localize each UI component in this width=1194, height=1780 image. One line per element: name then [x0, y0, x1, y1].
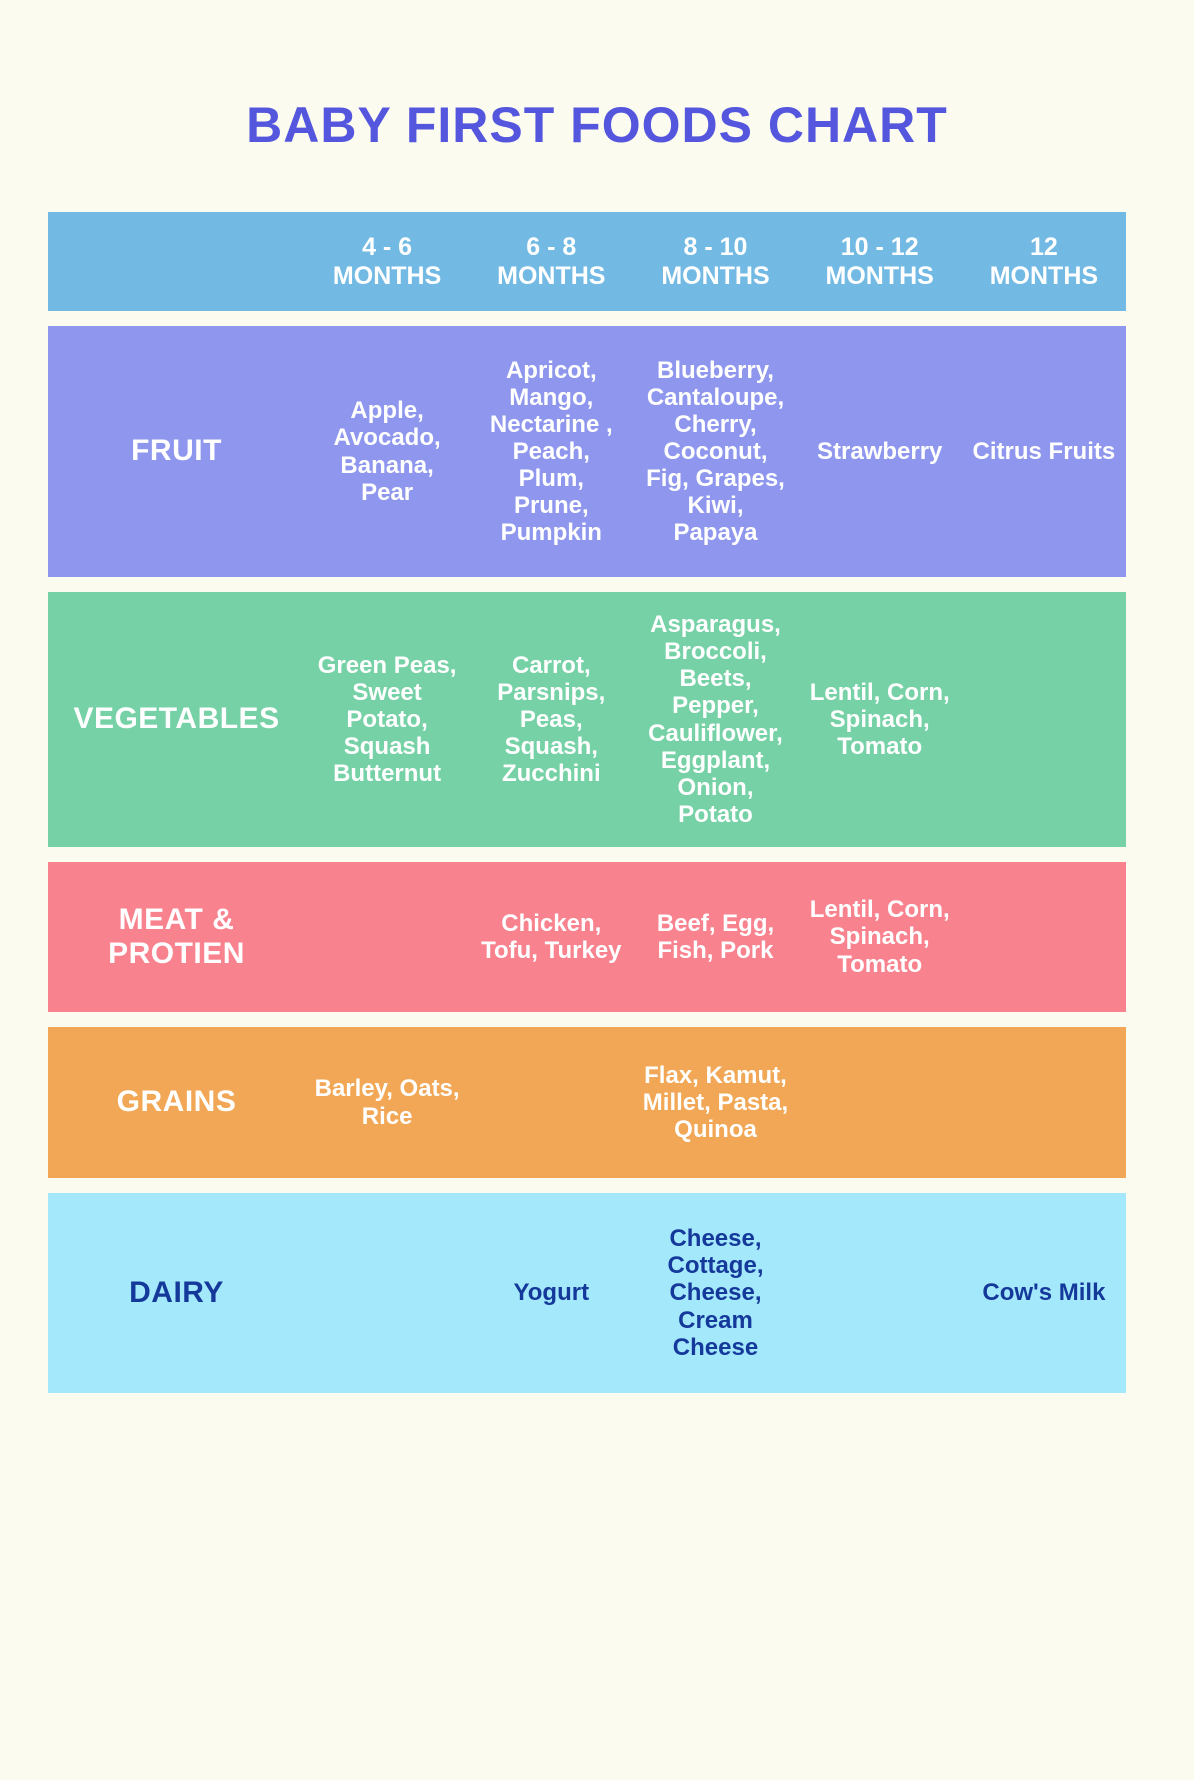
row-label-fruit: FRUIT — [131, 434, 222, 468]
table-row-vegetables: VEGETABLES Green Peas, Sweet Potato, Squ… — [48, 592, 1126, 847]
dairy-cell-8-10-months: Cheese, Cottage, Cheese, Cream Cheese — [667, 1225, 764, 1361]
header-col-8-10-months: 8 - 10 MONTHS — [661, 232, 770, 290]
page-background: { "title": { "text": "BABY FIRST FOODS C… — [0, 96, 1194, 1780]
table-row-grains: GRAINS Barley, Oats, Rice Flax, Kamut, M… — [48, 1027, 1126, 1178]
header-col-10-12-months: 10 - 12 MONTHS — [825, 232, 934, 290]
dairy-cell-12-months: Cow's Milk — [982, 1279, 1106, 1307]
header-col-6-8-months: 6 - 8 MONTHS — [497, 232, 606, 290]
row-label-dairy: DAIRY — [129, 1275, 224, 1309]
header-row: 4 - 6 MONTHS 6 - 8 MONTHS 8 - 10 MONTHS … — [48, 212, 1126, 311]
vegetables-cell-4-6-months: Green Peas, Sweet Potato, Squash Buttern… — [317, 651, 457, 788]
vegetables-cell-6-8-months: Carrot, Parsnips, Peas, Squash, Zucchini — [497, 651, 606, 788]
fruit-cell-8-10-months: Blueberry, Cantaloupe, Cherry, Coconut, … — [646, 356, 785, 547]
grains-cell-10-12-months — [798, 1027, 962, 1178]
meat-cell-8-10-months: Beef, Egg, Fish, Pork — [656, 909, 775, 964]
header-spacer — [48, 212, 305, 311]
baby-foods-table: 4 - 6 MONTHS 6 - 8 MONTHS 8 - 10 MONTHS … — [48, 212, 1126, 1393]
meat-cell-12-months — [962, 862, 1126, 1012]
header-col-12-months: 12 MONTHS — [989, 232, 1099, 290]
dairy-cell-4-6-months — [305, 1193, 469, 1393]
fruit-cell-10-12-months: Strawberry — [817, 437, 943, 465]
header-col-4-6-months: 4 - 6 MONTHS — [332, 232, 442, 290]
table-row-fruit: FRUIT Apple, Avocado, Banana, Pear Apric… — [48, 326, 1126, 577]
page-title: BABY FIRST FOODS CHART — [246, 97, 948, 153]
fruit-cell-6-8-months: Apricot, Mango, Nectarine , Peach, Plum,… — [489, 356, 613, 547]
vegetables-cell-8-10-months: Asparagus, Broccoli, Beets, Pepper, Caul… — [648, 611, 783, 828]
fruit-cell-4-6-months: Apple, Avocado, Banana, Pear — [333, 397, 441, 506]
meat-cell-10-12-months: Lentil, Corn, Spinach, Tomato — [809, 896, 950, 978]
vegetables-cell-10-12-months: Lentil, Corn, Spinach, Tomato — [809, 678, 950, 761]
dairy-cell-6-8-months: Yogurt — [513, 1279, 590, 1307]
row-label-grains: GRAINS — [116, 1085, 237, 1119]
table-row-dairy: DAIRY Yogurt Cheese, Cottage, Cheese, Cr… — [48, 1193, 1126, 1393]
grains-cell-6-8-months — [469, 1027, 633, 1178]
dairy-cell-10-12-months — [798, 1193, 962, 1393]
grains-cell-4-6-months: Barley, Oats, Rice — [314, 1075, 460, 1130]
fruit-cell-12-months: Citrus Fruits — [972, 437, 1116, 465]
table-row-meat-protien: MEAT & PROTIEN Chicken, Tofu, Turkey Bee… — [48, 862, 1126, 1012]
vegetables-cell-12-months — [962, 592, 1126, 847]
row-label-meat-protien: MEAT & PROTIEN — [108, 902, 245, 971]
meat-cell-4-6-months — [305, 862, 469, 1012]
grains-cell-12-months — [962, 1027, 1126, 1178]
grains-cell-8-10-months: Flax, Kamut, Millet, Pasta, Quinoa — [642, 1061, 789, 1144]
row-label-vegetables: VEGETABLES — [73, 702, 280, 736]
meat-cell-6-8-months: Chicken, Tofu, Turkey — [481, 909, 622, 964]
